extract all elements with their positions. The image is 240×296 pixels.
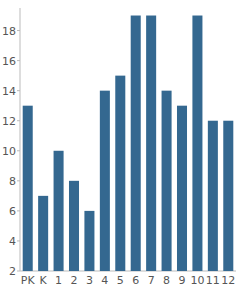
bar <box>84 211 94 271</box>
x-axis <box>20 271 236 272</box>
y-axis <box>20 8 21 271</box>
x-tick-label: 1 <box>55 274 62 287</box>
x-tick-label: 7 <box>148 274 155 287</box>
x-tick-label: 6 <box>132 274 139 287</box>
x-tick-label: 4 <box>101 274 108 287</box>
x-tick-label: 9 <box>179 274 186 287</box>
x-tick-label: 3 <box>86 274 93 287</box>
x-tick-label: 10 <box>190 274 204 287</box>
y-tick-label: 12 <box>2 115 16 128</box>
x-tick-label: K <box>40 274 48 287</box>
y-tick-label: 10 <box>2 145 16 158</box>
y-tick-label: 4 <box>9 235 16 248</box>
bar <box>115 76 125 271</box>
bar <box>23 106 33 271</box>
y-tick-label: 8 <box>9 175 16 188</box>
bar <box>100 91 110 271</box>
bar <box>223 121 233 271</box>
y-tick-label: 16 <box>2 55 16 68</box>
x-tick-label: 8 <box>163 274 170 287</box>
bar <box>69 181 79 271</box>
x-tick-label: 11 <box>206 274 220 287</box>
bar <box>38 196 48 271</box>
x-tick-label: PK <box>21 274 36 287</box>
bar <box>208 121 218 271</box>
y-tick-label: 6 <box>9 205 16 218</box>
x-tick-label: 12 <box>221 274 235 287</box>
chart: 24681012141618PKK123456789101112 <box>0 0 240 296</box>
bars <box>23 16 234 271</box>
bar <box>192 16 202 271</box>
bar <box>177 106 187 271</box>
bar <box>162 91 172 271</box>
bar <box>131 16 141 271</box>
y-tick-label: 2 <box>9 265 16 278</box>
y-tick-label: 14 <box>2 85 16 98</box>
x-tick-label: 2 <box>71 274 78 287</box>
bar <box>146 16 156 271</box>
x-tick-label: 5 <box>117 274 124 287</box>
y-tick-label: 18 <box>2 25 16 38</box>
bar <box>54 151 64 271</box>
